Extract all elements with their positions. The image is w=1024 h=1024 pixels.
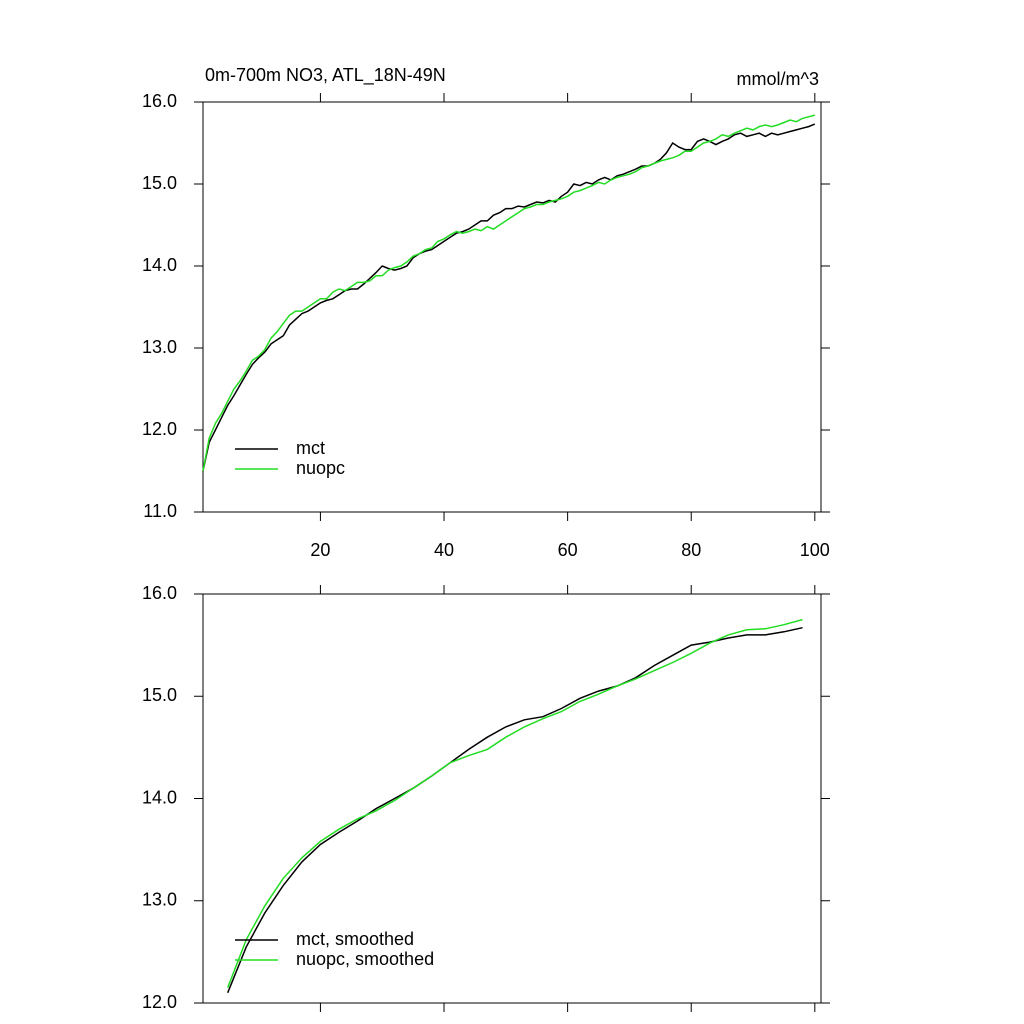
y-tick-label: 12.0	[142, 419, 177, 439]
y-tick-label: 16.0	[142, 583, 177, 603]
legend-label: nuopc, smoothed	[296, 949, 434, 969]
y-tick-label: 13.0	[142, 890, 177, 910]
y-tick-label: 16.0	[142, 91, 177, 111]
y-tick-label: 13.0	[142, 337, 177, 357]
y-tick-label: 15.0	[142, 685, 177, 705]
x-tick-label: 40	[434, 540, 454, 560]
series-line	[227, 618, 803, 988]
x-tick-label: 80	[681, 540, 701, 560]
y-tick-label: 15.0	[142, 173, 177, 193]
y-tick-label: 11.0	[143, 501, 177, 521]
series-line	[227, 626, 803, 994]
y-tick-label: 12.0	[142, 992, 177, 1012]
plot-frame	[202, 101, 822, 513]
units-label: mmol/m^3	[737, 69, 819, 89]
x-tick-label: 20	[310, 540, 330, 560]
y-tick-label: 14.0	[142, 787, 177, 807]
x-tick-label: 100	[800, 540, 830, 560]
legend-label: mct	[296, 438, 325, 458]
y-tick-label: 14.0	[142, 255, 177, 275]
legend-label: mct, smoothed	[296, 929, 414, 949]
chart-title: 0m-700m NO3, ATL_18N-49N	[205, 65, 446, 86]
legend-label: nuopc	[296, 458, 345, 478]
series-line	[202, 123, 816, 472]
series-line	[202, 114, 815, 472]
x-tick-label: 60	[558, 540, 578, 560]
